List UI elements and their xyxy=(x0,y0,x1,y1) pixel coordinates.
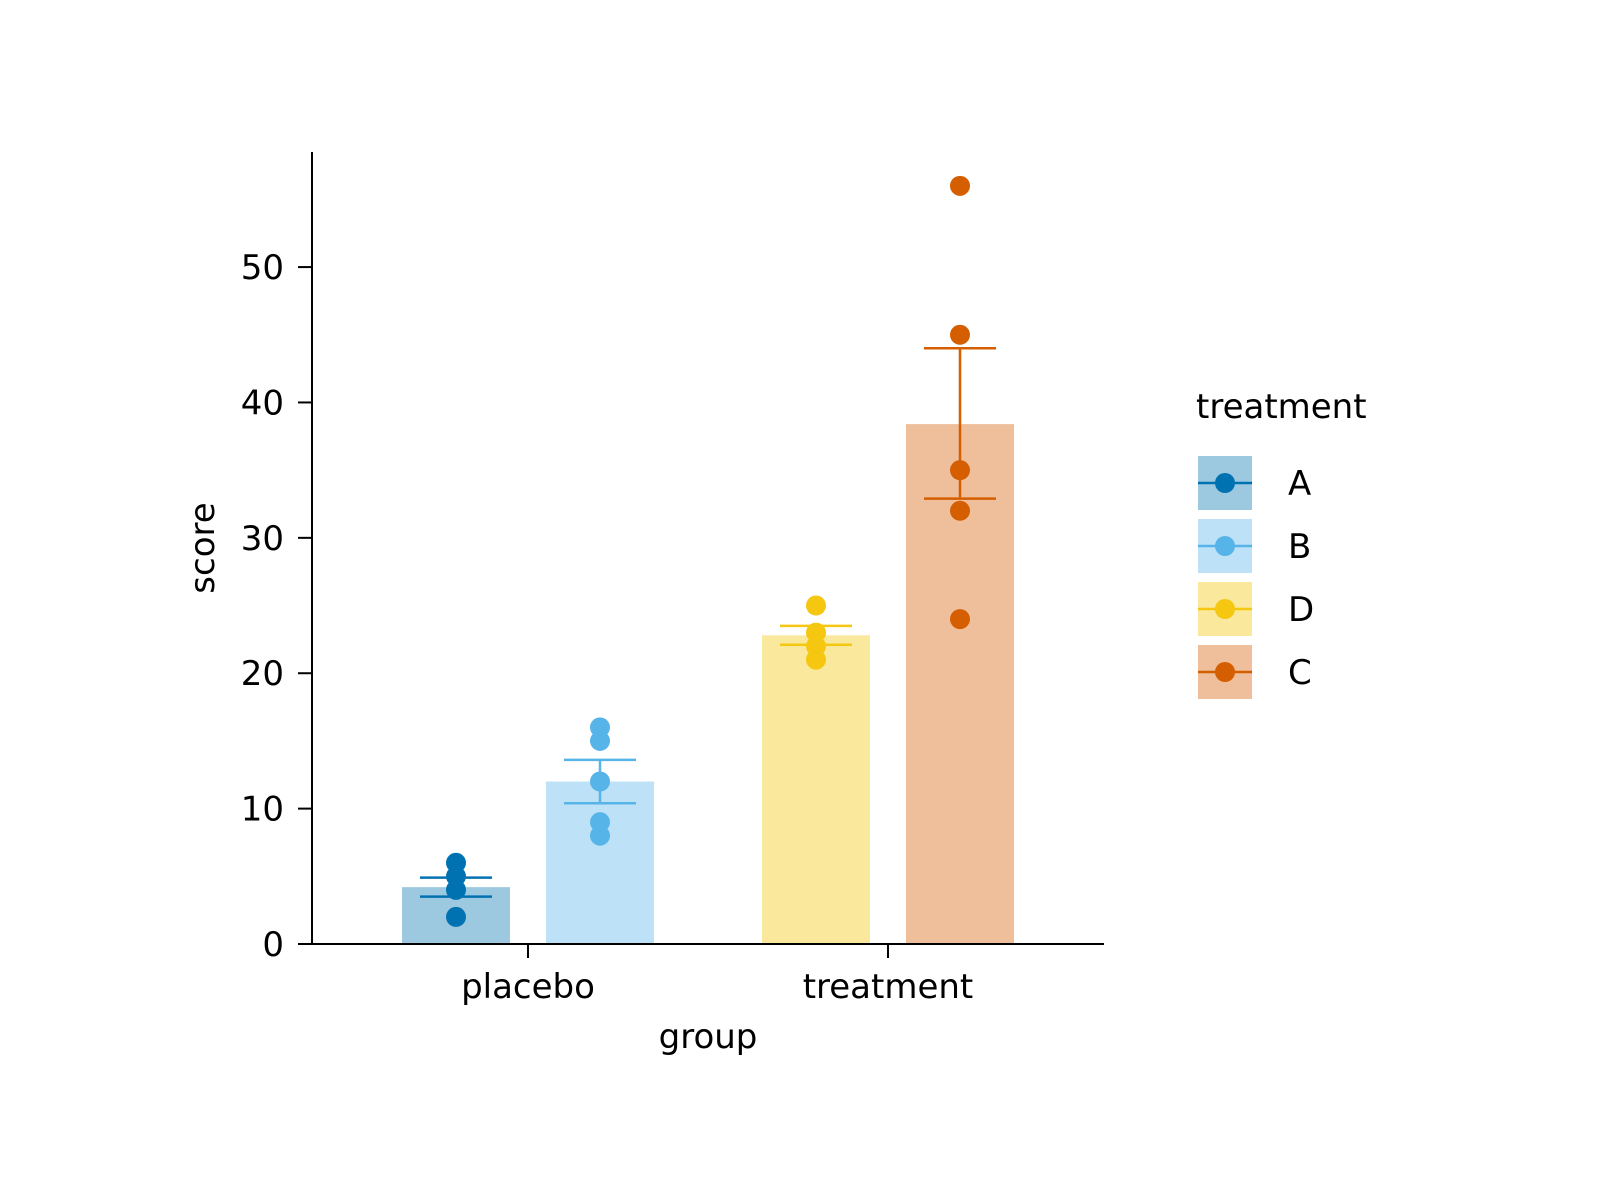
bar xyxy=(546,781,654,944)
legend-label: B xyxy=(1288,527,1311,567)
legend-marker xyxy=(1215,473,1235,493)
data-point xyxy=(950,609,970,630)
data-point xyxy=(590,771,610,792)
x-tick-label: placebo xyxy=(461,967,595,1007)
data-point xyxy=(446,906,466,927)
y-tick-label: 10 xyxy=(241,790,284,830)
y-ticks: 0 10 20 30 40 50 xyxy=(241,248,312,965)
y-tick-label: 50 xyxy=(241,248,284,288)
data-point xyxy=(590,717,610,738)
x-ticks: placebo treatment xyxy=(461,944,973,1007)
bar xyxy=(762,635,870,944)
data-point xyxy=(590,812,610,833)
legend-label: A xyxy=(1288,464,1311,504)
data-point xyxy=(806,595,826,616)
legend-item-B: B xyxy=(1198,519,1311,573)
y-tick-label: 30 xyxy=(241,519,284,559)
data-point xyxy=(806,622,826,643)
data-point xyxy=(950,175,970,196)
legend-marker xyxy=(1215,662,1235,682)
x-tick-label: treatment xyxy=(803,967,974,1007)
y-tick-label: 20 xyxy=(241,654,284,694)
legend-label: D xyxy=(1288,590,1314,630)
series-C xyxy=(906,175,1014,945)
data-point xyxy=(950,500,970,521)
y-tick-label: 0 xyxy=(262,925,284,965)
legend-title: treatment xyxy=(1196,387,1367,427)
series-D xyxy=(762,595,870,944)
y-tick-label: 40 xyxy=(241,383,284,423)
series-B xyxy=(546,717,654,944)
data-point xyxy=(950,324,970,345)
legend-item-A: A xyxy=(1198,456,1311,510)
plot-area xyxy=(402,175,1014,945)
data-point xyxy=(950,460,970,481)
legend-item-C: C xyxy=(1198,645,1312,699)
axes xyxy=(311,152,1104,945)
series-A xyxy=(402,852,510,944)
legend-marker xyxy=(1215,599,1235,619)
legend-item-D: D xyxy=(1198,582,1314,636)
data-point xyxy=(446,852,466,873)
y-axis-title: score xyxy=(183,502,223,593)
legend-marker xyxy=(1215,536,1235,556)
x-axis-title: group xyxy=(659,1017,758,1057)
legend-label: C xyxy=(1288,653,1312,693)
